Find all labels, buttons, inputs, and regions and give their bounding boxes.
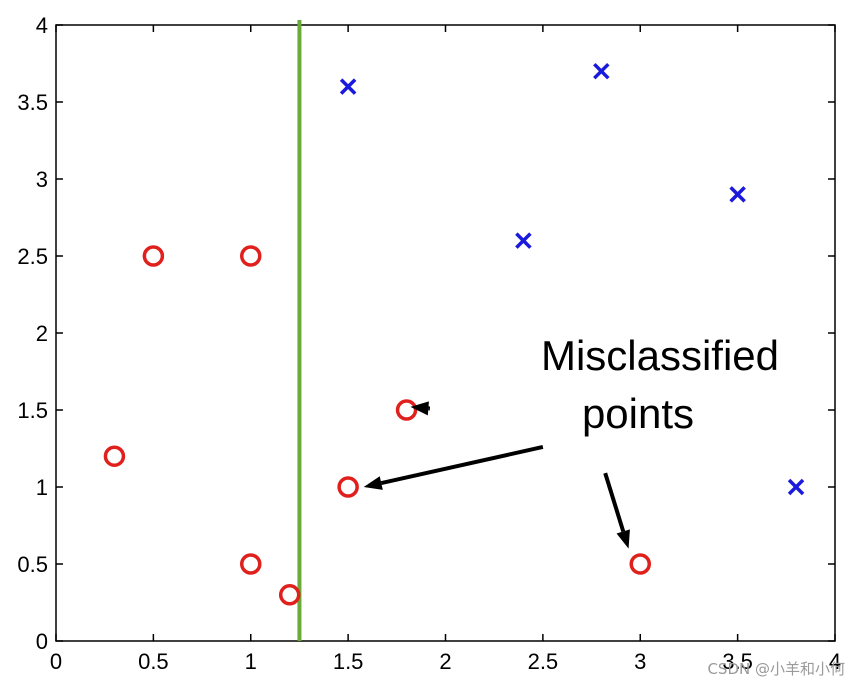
circle-point [142,245,165,267]
x-axis: 0 0.5 1 1.5 2 2.5 3 3.5 4 [50,25,841,674]
x-tick-label: 3 [634,649,646,674]
annotation-arrow [363,445,544,490]
x-tick-label: 1 [245,649,257,674]
y-tick-label: 1 [36,475,48,500]
arrow-head [410,401,429,416]
circle-point [629,553,651,575]
x-tick-label: 0 [50,649,62,674]
cross-point [593,62,610,80]
cross-point [729,186,746,203]
x-tick-label: 1.5 [333,649,364,674]
arrow-head [363,476,383,490]
y-tick-label: 0.5 [17,552,48,577]
cross-stroke [515,232,532,249]
arrow-head [616,529,630,549]
watermark: CSDN @小羊和小何 [707,660,845,678]
x-tick-label: 4 [829,649,841,674]
arrow-shaft [603,472,626,532]
y-tick-label: 3 [36,167,48,192]
circle-point [337,476,359,498]
y-tick-label: 0 [36,629,48,654]
annotation-arrow [410,401,431,416]
cross-stroke [729,186,746,203]
annotation-text-line-2: points [582,390,694,437]
y-tick-label: 4 [36,13,48,38]
cross-point [515,232,532,249]
circle-point [395,399,418,421]
cross-stroke [593,62,610,80]
cross-point [787,478,805,496]
annotation-arrow [603,472,630,549]
circle-point [103,445,126,467]
y-tick-label: 2.5 [17,244,48,269]
axes-frame: 0 0.5 1 1.5 2 2.5 3 3.5 4 0 0.5 1 1.5 2 2.5 3 3.5 4 [17,13,841,674]
annotation-layer: Misclassified points [363,332,779,549]
circle-point [240,553,262,575]
data-points [103,62,805,606]
cross-stroke [787,478,805,496]
annotation-text-line-1: Misclassified [541,332,779,379]
x-tick-label: 0.5 [138,649,169,674]
arrow-shaft [380,445,544,486]
x-tick-label: 2 [439,649,451,674]
y-tick-label: 3.5 [17,90,48,115]
y-axis: 0 0.5 1 1.5 2 2.5 3 3.5 4 [17,13,835,654]
cross-stroke [339,78,357,95]
circle-point [278,584,301,606]
x-tick-label: 3.5 [722,649,753,674]
x-tick-label: 2.5 [528,649,559,674]
cross-point [339,78,357,95]
circle-point [240,245,262,267]
y-tick-label: 2 [36,321,48,346]
y-tick-label: 1.5 [17,398,48,423]
